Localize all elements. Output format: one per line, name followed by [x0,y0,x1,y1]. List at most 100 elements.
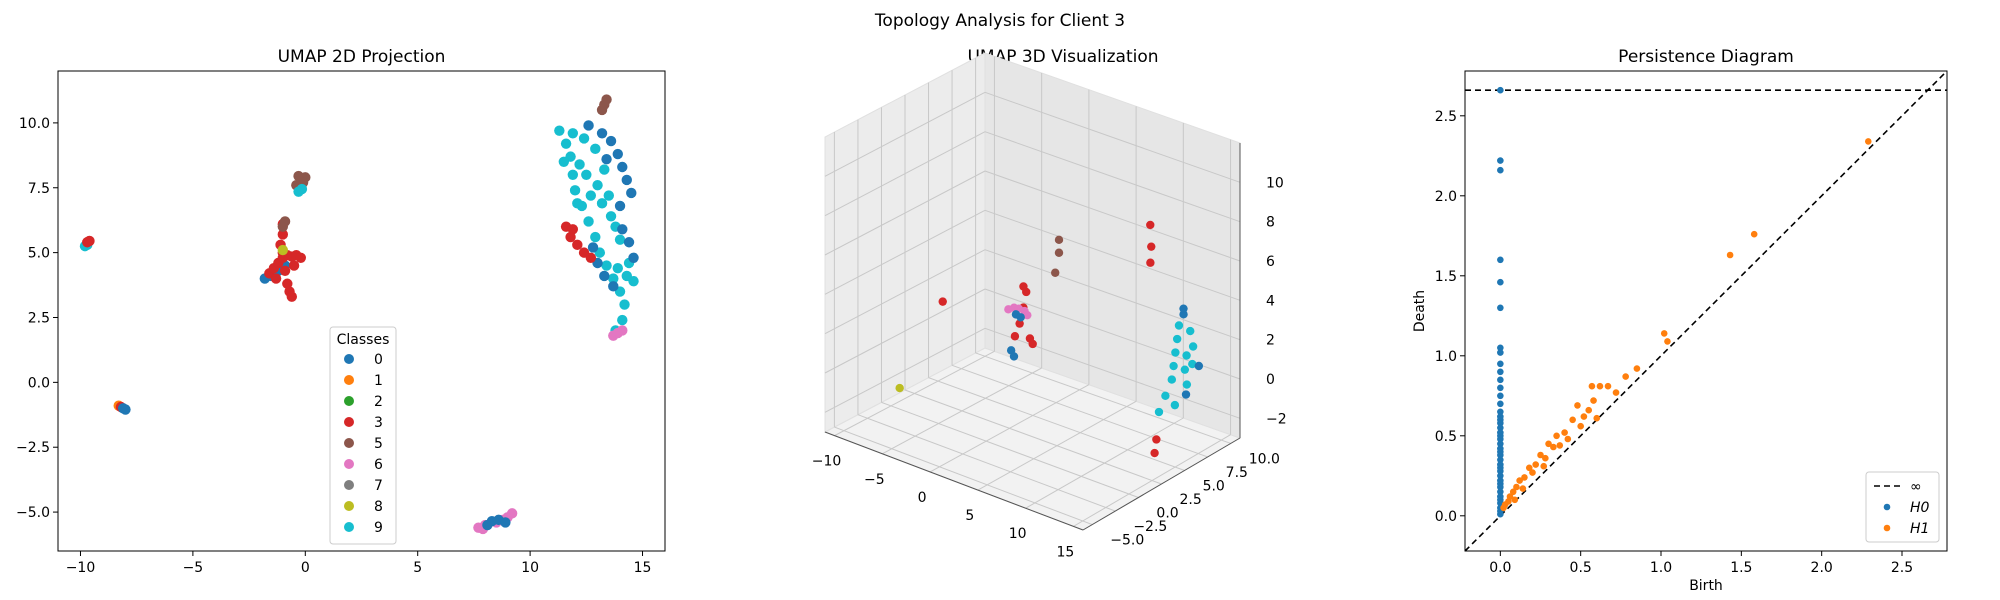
y-tick-label: −5.0 [16,505,50,521]
h1-point [1561,429,1568,436]
point3d-class-6 [1023,310,1032,320]
x-tick-label: −10 [66,560,96,576]
floor-grid-y [904,389,1162,485]
back-grid-z [984,249,1241,341]
point-class-9 [601,260,612,271]
point-class-9 [585,190,597,201]
point3d-class-9 [1170,400,1180,410]
back-grid-z [984,131,1241,223]
point-class-9 [614,234,626,245]
point-class-3 [572,239,583,251]
h0-point [1497,360,1504,368]
h1-point [1545,440,1552,448]
point-class-3 [585,252,597,264]
point-class-3 [84,235,95,247]
point3d-class-9 [1182,380,1192,389]
point-class-6 [506,508,518,519]
h0-point [1497,440,1504,448]
legend-label-0: 0 [374,352,383,368]
x3d-tick-label: 0 [918,490,927,506]
point-class-0 [608,281,619,292]
legend-label-infinity: ∞ [1910,479,1922,495]
point-class-3 [279,265,291,276]
h0-point [1497,344,1504,352]
h0-point [1497,483,1504,491]
h1-point [1664,338,1671,345]
h0-point [1497,157,1504,164]
h1-point [1550,443,1557,451]
h1-point [1509,488,1517,496]
point-class-5 [279,216,291,227]
point3d-class-5 [1054,235,1064,245]
h1-point [1556,442,1564,449]
z3d-tick-label: 10 [1266,175,1284,191]
x-tick-label: 2.0 [1811,560,1833,576]
left-grid-z [824,131,986,217]
h1-point [1540,462,1548,470]
h1-point [1585,406,1593,414]
left-grid-z [824,249,986,335]
z3d-tick-label: −2 [1266,411,1287,427]
y3d-tick-label: −2.5 [1133,519,1167,535]
legend-label-1: 1 [374,373,383,389]
y3d-tick-label: 7.5 [1226,465,1248,481]
point-class-9 [578,133,590,144]
point-class-3 [270,273,282,284]
point3d-class-9 [1188,342,1198,351]
y3d-tick-label: 10.0 [1249,451,1280,467]
left-grid-z [824,327,986,413]
point-class-0 [601,154,612,165]
h1-point [1516,477,1523,484]
point3d-class-3 [1146,258,1155,267]
legend-label-3: 3 [374,415,383,431]
floor-grid-y [975,352,1231,444]
point-class-0 [628,252,639,264]
point3d-class-9 [1171,348,1180,357]
back-grid-z [984,91,1241,183]
h0-point [1497,435,1504,443]
x-tick-label: −5 [183,560,204,576]
h0-point [1497,349,1504,356]
point-class-0 [605,135,617,147]
floor-grid-y [951,364,1208,458]
h1-point [1537,451,1544,459]
h0-point [1497,510,1504,518]
point3d-class-0 [1179,304,1188,313]
z3d-tick-label: 6 [1266,254,1275,270]
h1-point [1622,373,1629,380]
point-class-0 [621,174,632,186]
y-tick-label: 0.0 [1435,509,1457,525]
h1-point [1574,402,1581,409]
point-class-9 [617,314,628,326]
figure-suptitle: Topology Analysis for Client 3 [874,11,1125,31]
point3d-class-9 [1154,407,1164,417]
h0-point [1497,86,1504,94]
umap-3d-panel: UMAP 3D Visualization −10 −5 0 5 10 15 −5.0−2.5… [812,47,1287,560]
x-axis-label: Birth [1689,578,1723,594]
umap-2d-title: UMAP 2D Projection [278,47,446,67]
y3d-tick-label: −5.0 [1110,533,1144,549]
back-grid-z [984,327,1241,419]
left-grid-z [824,170,986,256]
x-tick-label: 10 [521,560,539,576]
x-tick-label: 1.5 [1730,560,1752,576]
point-class-9 [619,299,630,310]
left-grid-z [824,288,986,374]
point3d-class-0 [1016,313,1025,322]
y-tick-label: 1.5 [1435,269,1457,285]
persistence-panel: Persistence Diagram 0.0 0.5 1.0 1.5 2.0 2.5 0.0… [1412,47,1948,594]
umap-2d-panel: UMAP 2D Projection−10 −5 0 5 10 15−5.0−2.50.0… [16,47,666,576]
point-class-9 [608,273,619,284]
floor-grid-y [834,426,1093,526]
point-class-0 [617,224,628,235]
point-class-9 [560,138,572,149]
point-class-9 [599,164,610,175]
point-class-8 [277,244,289,256]
diagonal-line [1464,70,1948,552]
point-class-9 [554,125,565,136]
h1-point [1864,138,1872,145]
h0-point [1497,451,1504,459]
h0-point [1497,419,1504,427]
point-class-9 [569,185,581,196]
legend-marker-h1 [1883,524,1891,532]
